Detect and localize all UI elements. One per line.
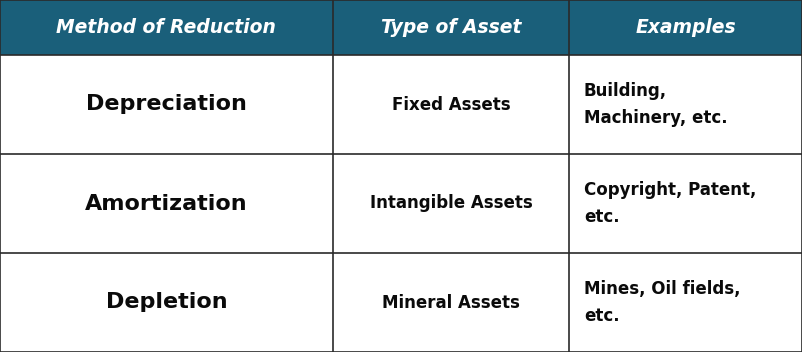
Text: Building,
Machinery, etc.: Building, Machinery, etc.: [584, 82, 727, 127]
Text: Fixed Assets: Fixed Assets: [392, 95, 510, 113]
Text: Mines, Oil fields,
etc.: Mines, Oil fields, etc.: [584, 280, 740, 325]
Text: Amortization: Amortization: [85, 194, 248, 214]
Text: Examples: Examples: [635, 18, 736, 37]
Text: Method of Reduction: Method of Reduction: [56, 18, 277, 37]
Bar: [0, 0, 802, 55]
Text: Copyright, Patent,
etc.: Copyright, Patent, etc.: [584, 181, 756, 226]
Text: Depletion: Depletion: [106, 293, 227, 313]
Text: Type of Asset: Type of Asset: [381, 18, 521, 37]
Text: Mineral Assets: Mineral Assets: [383, 294, 520, 312]
Text: Depreciation: Depreciation: [86, 94, 247, 114]
Text: Intangible Assets: Intangible Assets: [370, 195, 533, 213]
